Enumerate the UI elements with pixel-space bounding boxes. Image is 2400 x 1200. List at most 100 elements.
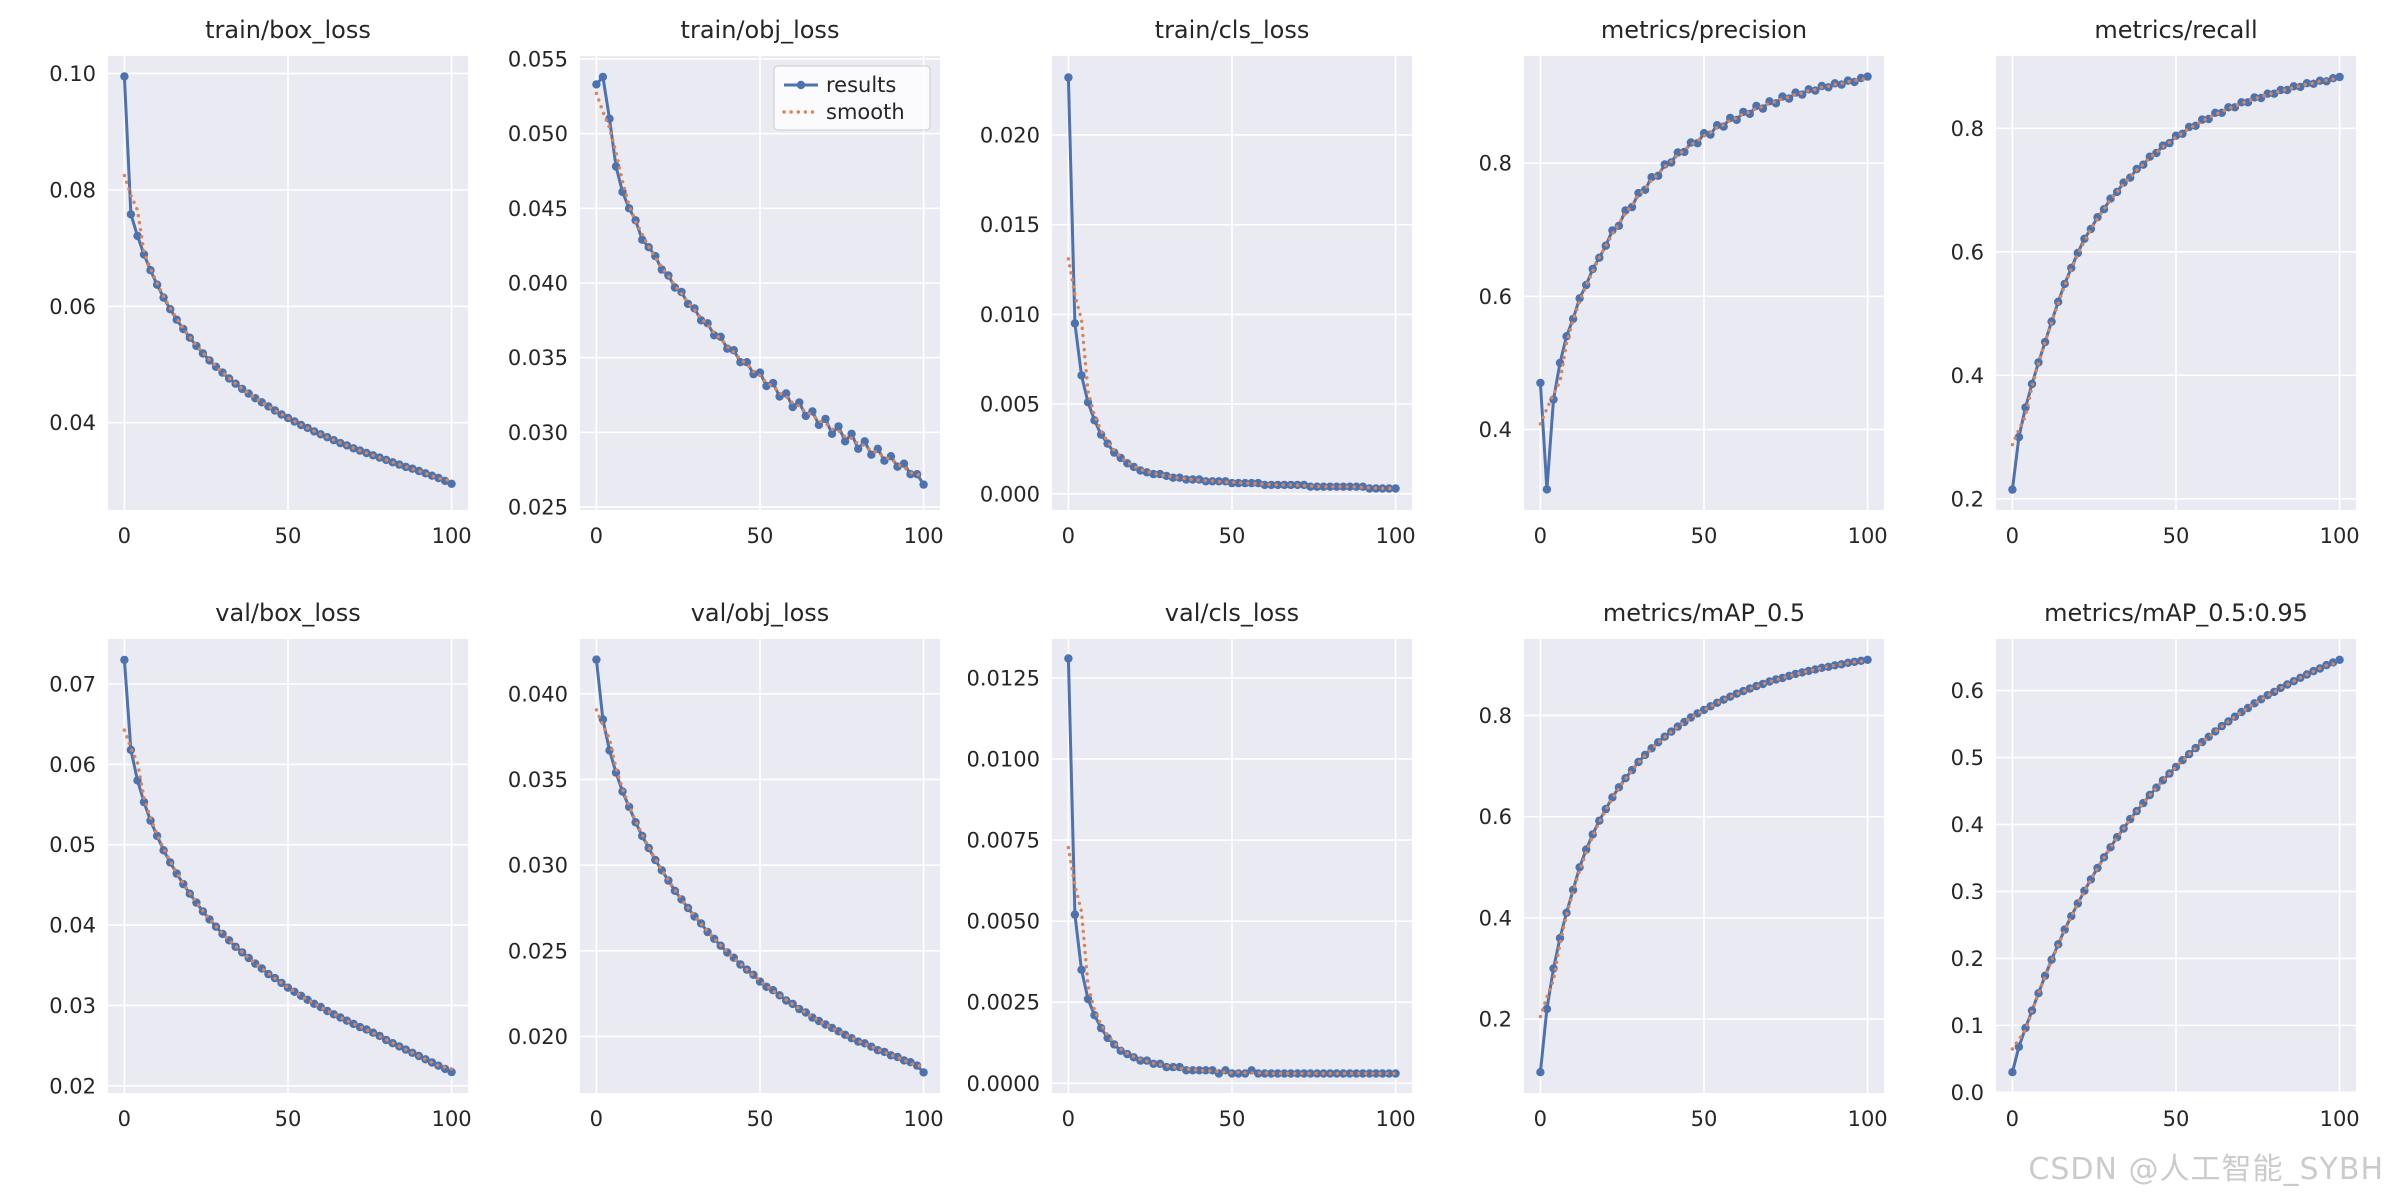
x-tick-label: 50 — [1691, 1107, 1718, 1131]
plot-canvas: 0 50 100 0.2 0.4 0.6 0.8 metrics/recall — [1951, 16, 2360, 548]
plot-title: train/box_loss — [205, 16, 371, 44]
subplot-val-obj_loss: 0 50 100 0.020 0.025 0.030 0.035 0.040 val/obj_l… — [496, 593, 948, 1158]
smooth-line — [1066, 845, 1398, 1076]
plot-title: val/obj_loss — [691, 599, 830, 627]
subplot-metrics-precision: 0 50 100 0.4 0.6 0.8 metrics/precision — [1440, 10, 1892, 575]
y-tick-label: 0.0100 — [968, 747, 1040, 771]
x-tick-label: 50 — [747, 524, 774, 548]
plot-canvas: 0 50 100 0.0000 0.0025 0.0050 0.0075 0.0100 0.01… — [967, 599, 1416, 1131]
y-tick-label: 0.025 — [508, 496, 568, 520]
plot-canvas: 0 50 100 0.02 0.03 0.04 0.05 0.06 0.07 val/box_lo… — [49, 599, 472, 1131]
x-tick-label: 0 — [2006, 524, 2019, 548]
y-tick-label: 0.0000 — [968, 1072, 1040, 1096]
x-tick-label: 100 — [1376, 524, 1416, 548]
smooth-line — [1538, 77, 1870, 426]
y-tick-label: 0.030 — [508, 421, 568, 445]
y-tick-label: 0.04 — [49, 411, 96, 435]
subplot-train-obj_loss: 0 50 100 0.025 0.030 0.035 0.040 0.045 0.050 0.05… — [496, 10, 948, 575]
y-tick-label: 0.6 — [1951, 240, 1984, 264]
x-tick-label: 50 — [275, 1107, 302, 1131]
y-tick-label: 0.0025 — [968, 991, 1040, 1015]
x-tick-label: 100 — [432, 524, 472, 548]
y-tick-label: 0.015 — [980, 213, 1040, 237]
x-tick-label: 0 — [1062, 1107, 1075, 1131]
x-tick-label: 100 — [2320, 1107, 2360, 1131]
plot-title: train/obj_loss — [681, 16, 840, 44]
y-tick-label: 0.005 — [980, 393, 1040, 417]
subplot-train-cls_loss: 0 50 100 0.000 0.005 0.010 0.015 0.020 train/cls… — [968, 10, 1420, 575]
x-tick-label: 100 — [904, 1107, 944, 1131]
y-tick-label: 0.5 — [1951, 746, 1984, 770]
x-tick-label: 50 — [1691, 524, 1718, 548]
results-markers — [120, 655, 456, 1077]
x-tick-label: 100 — [432, 1107, 472, 1131]
y-tick-label: 0.8 — [1951, 117, 1984, 141]
plot-canvas: 0 50 100 0.04 0.06 0.08 0.10 train/box_loss — [49, 16, 472, 548]
smooth-line — [1066, 257, 1398, 491]
y-tick-label: 0.2 — [1951, 947, 1984, 971]
x-tick-label: 0 — [118, 524, 131, 548]
y-tick-label: 0.020 — [980, 123, 1040, 147]
plot-canvas: 0 50 100 0.020 0.025 0.030 0.035 0.040 val/obj_l… — [508, 599, 944, 1131]
y-tick-label: 0.06 — [49, 295, 96, 319]
x-tick-label: 0 — [1534, 524, 1547, 548]
smooth-line — [594, 91, 926, 480]
y-tick-label: 0.4 — [1951, 364, 1984, 388]
y-tick-label: 0.0075 — [968, 829, 1040, 853]
y-tick-label: 0.04 — [49, 914, 96, 938]
y-tick-label: 0.1 — [1951, 1014, 1984, 1038]
legend-label-results: results — [826, 73, 896, 97]
x-tick-label: 0 — [1062, 524, 1075, 548]
y-tick-label: 0.08 — [49, 178, 96, 202]
subplot-val-cls_loss: 0 50 100 0.0000 0.0025 0.0050 0.0075 0.0100 0.01… — [967, 593, 1420, 1158]
x-tick-label: 100 — [1848, 1107, 1888, 1131]
y-tick-label: 0.02 — [49, 1074, 96, 1098]
y-tick-label: 0.2 — [1479, 1008, 1512, 1032]
y-tick-label: 0.4 — [1479, 418, 1512, 442]
plot-canvas: 0 50 100 0.0 0.1 0.2 0.3 0.4 0.5 0.6 metrics/mAP_0… — [1951, 599, 2360, 1131]
x-tick-label: 100 — [904, 524, 944, 548]
plot-title: metrics/mAP_0.5:0.95 — [2044, 599, 2308, 627]
y-tick-label: 0.0 — [1951, 1081, 1984, 1105]
y-tick-label: 0.035 — [508, 346, 568, 370]
y-tick-label: 0.6 — [1951, 679, 1984, 703]
plot-title: metrics/precision — [1601, 16, 1807, 44]
y-tick-label: 0.035 — [508, 768, 568, 792]
y-tick-label: 0.020 — [508, 1025, 568, 1049]
y-tick-label: 0.2 — [1951, 487, 1984, 511]
x-tick-label: 0 — [2006, 1107, 2019, 1131]
y-tick-label: 0.06 — [49, 753, 96, 777]
y-tick-label: 0.030 — [508, 854, 568, 878]
subplot-metrics-mAP_0.5: 0 50 100 0.2 0.4 0.6 0.8 metrics/mAP_0.5 — [1440, 593, 1892, 1158]
legend: results smooth — [773, 65, 931, 131]
subplot-train-box_loss: 0 50 100 0.04 0.06 0.08 0.10 train/box_loss — [24, 10, 476, 575]
x-tick-label: 50 — [275, 524, 302, 548]
subplot-metrics-recall: 0 50 100 0.2 0.4 0.6 0.8 metrics/recall — [1912, 10, 2364, 575]
y-tick-label: 0.025 — [508, 939, 568, 963]
y-tick-label: 0.6 — [1479, 805, 1512, 829]
plot-canvas: 0 50 100 0.025 0.030 0.035 0.040 0.045 0.050 0.05… — [508, 16, 944, 548]
smooth-line — [2010, 77, 2342, 447]
y-tick-label: 0.0125 — [968, 666, 1040, 690]
x-tick-label: 100 — [1848, 524, 1888, 548]
legend-label-smooth: smooth — [826, 100, 905, 124]
x-tick-label: 50 — [2163, 1107, 2190, 1131]
plot-title: metrics/mAP_0.5 — [1603, 599, 1805, 627]
x-tick-label: 0 — [590, 524, 603, 548]
smooth-line — [122, 173, 454, 483]
watermark-text: CSDN @人工智能_SYBH — [2028, 1152, 2384, 1187]
x-tick-label: 50 — [1219, 1107, 1246, 1131]
y-tick-label: 0.040 — [508, 682, 568, 706]
plot-title: train/cls_loss — [1155, 16, 1310, 44]
plot-title: metrics/recall — [2094, 16, 2257, 44]
smooth-line — [122, 728, 454, 1071]
plot-canvas: 0 50 100 0.000 0.005 0.010 0.015 0.020 train/cls… — [980, 16, 1416, 548]
results-markers — [1536, 72, 1872, 494]
x-tick-label: 50 — [1219, 524, 1246, 548]
figure-grid: 0 50 100 0.04 0.06 0.08 0.1 0 train/box_loss 0 50 1… — [24, 10, 2364, 1158]
y-tick-label: 0.8 — [1479, 152, 1512, 176]
y-tick-label: 0.055 — [508, 47, 568, 71]
plot-canvas: 0 50 100 0.4 0.6 0.8 metrics/precision — [1479, 16, 1888, 548]
y-tick-label: 0.4 — [1951, 813, 1984, 837]
x-tick-label: 0 — [590, 1107, 603, 1131]
